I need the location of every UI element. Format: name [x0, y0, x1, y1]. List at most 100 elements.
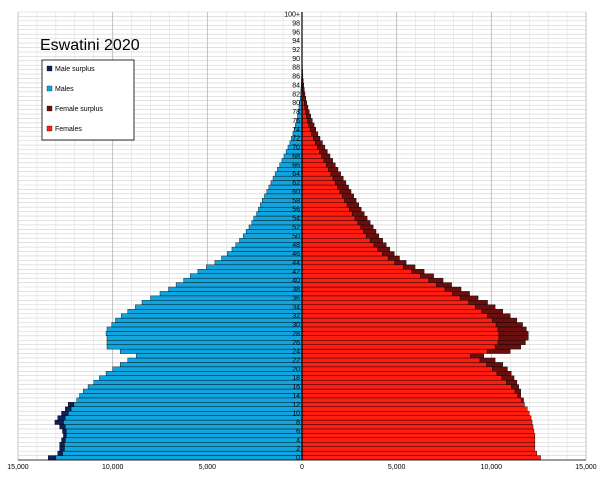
age-tick-label: 60: [292, 189, 300, 196]
male-bar: [127, 308, 303, 314]
female-surplus-bar: [377, 246, 391, 252]
female-bar: [301, 158, 325, 164]
female-bar: [301, 135, 314, 141]
male-bar: [70, 406, 303, 412]
female-surplus-bar: [494, 344, 521, 350]
male-surplus-bar: [59, 446, 65, 452]
male-surplus-bar: [67, 402, 75, 407]
age-tick-label: 8: [296, 420, 300, 427]
female-surplus-bar: [308, 122, 315, 128]
female-surplus-bar: [366, 233, 380, 239]
female-surplus-bar: [363, 229, 377, 234]
female-surplus-bar: [311, 131, 319, 137]
female-bar: [301, 406, 528, 412]
legend-swatch: [46, 65, 53, 72]
male-surplus-bar: [62, 428, 67, 434]
age-tick-label: 82: [292, 91, 300, 98]
female-bar: [301, 388, 516, 394]
female-surplus-bar: [492, 317, 518, 323]
female-bar: [301, 189, 341, 195]
age-tick-label: 30: [292, 322, 300, 329]
male-bar: [64, 442, 303, 447]
female-surplus-bar: [382, 251, 395, 257]
male-bar: [65, 415, 303, 421]
female-surplus-bar: [521, 397, 524, 403]
female-surplus-bar: [302, 82, 304, 88]
female-bar: [301, 140, 316, 146]
female-bar: [301, 260, 395, 266]
female-surplus-bar: [481, 308, 503, 314]
female-bar: [301, 442, 536, 447]
male-bar: [214, 260, 303, 266]
male-bar: [197, 269, 303, 274]
male-bar: [65, 424, 303, 430]
male-bar: [221, 255, 303, 261]
female-surplus-bar: [339, 189, 352, 195]
legend-label: Females: [55, 126, 82, 133]
age-tick-label: 72: [292, 136, 300, 143]
x-tick-label: 15,000: [7, 464, 29, 471]
female-bar: [301, 175, 334, 181]
age-tick-label: 50: [292, 233, 300, 240]
age-tick-label: 94: [292, 38, 300, 45]
age-tick-label: 84: [292, 82, 300, 89]
female-bar: [301, 446, 536, 452]
female-bar: [301, 366, 493, 372]
age-tick-label: 78: [292, 109, 300, 116]
male-bar: [105, 331, 303, 337]
age-tick-label: 56: [292, 207, 300, 214]
female-surplus-bar: [501, 375, 515, 381]
age-tick-label: 58: [292, 198, 300, 205]
female-surplus-bar: [302, 87, 305, 93]
female-bar: [301, 357, 481, 363]
female-surplus-bar: [496, 371, 512, 376]
female-bar: [301, 424, 534, 430]
female-surplus-bar: [487, 348, 511, 354]
male-surplus-bar: [57, 450, 63, 456]
female-bar: [301, 246, 378, 252]
female-surplus-bar: [357, 220, 371, 226]
age-tick-label: 80: [292, 100, 300, 107]
male-bar: [106, 344, 303, 350]
male-surplus-bar: [65, 406, 72, 412]
female-bar: [301, 255, 389, 261]
age-tick-label: 52: [292, 224, 300, 231]
male-bar: [112, 366, 303, 372]
female-surplus-bar: [346, 202, 360, 208]
male-bar: [66, 433, 303, 439]
female-surplus-bar: [506, 379, 518, 385]
female-bar: [301, 269, 413, 274]
age-tick-label: 48: [292, 242, 300, 249]
female-bar: [301, 215, 356, 221]
age-tick-label: 10: [292, 411, 300, 418]
female-bar: [301, 238, 371, 243]
age-tick-label: 92: [292, 47, 300, 54]
legend-label: Males: [55, 86, 74, 93]
male-bar: [136, 353, 303, 359]
age-tick-label: 98: [292, 20, 300, 27]
age-tick-label: 62: [292, 180, 300, 187]
female-bar: [301, 286, 446, 292]
female-surplus-bar: [317, 144, 326, 150]
age-tick-label: 90: [292, 56, 300, 63]
male-bar: [63, 419, 303, 425]
female-surplus-bar: [354, 215, 368, 221]
male-bar: [64, 446, 303, 452]
female-surplus-bar: [498, 331, 529, 337]
age-tick-label: 68: [292, 153, 300, 160]
female-surplus-bar: [319, 149, 328, 155]
female-surplus-bar: [495, 322, 523, 328]
age-tick-label: 40: [292, 278, 300, 285]
legend: Male surplus Males Female surplus Females: [41, 59, 135, 141]
female-bar: [301, 433, 536, 439]
female-bar: [301, 455, 541, 461]
legend-swatch: [46, 85, 53, 92]
female-bar: [301, 224, 361, 230]
female-bar: [301, 277, 430, 283]
female-bar: [301, 211, 353, 217]
female-bar: [301, 184, 338, 190]
female-bar: [301, 428, 535, 434]
age-tick-label: 2: [296, 446, 300, 453]
male-bar: [106, 326, 303, 332]
